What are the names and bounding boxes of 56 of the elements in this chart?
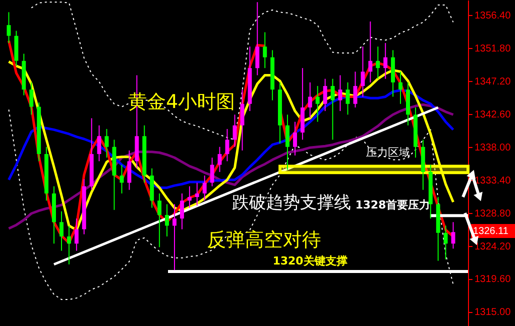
candlestick [180,192,184,230]
candlestick [330,78,335,140]
y-tick-label: 1324.20 [474,241,512,252]
candlestick [368,20,372,83]
ref-line-label: 1328首要压力 [355,198,430,212]
candlestick [6,12,11,44]
candlestick [451,222,456,250]
ref-line-label: 1320关键支撑 [272,254,348,268]
y-tick-label: 1356.40 [474,10,512,22]
candlestick [316,85,320,122]
y-tick-label: 1328.80 [474,208,512,220]
line-series [30,2,454,140]
candlestick [59,210,64,252]
candlestick [308,82,312,119]
candlestick [188,186,192,208]
y-tick-label: 1333.40 [474,175,512,186]
candlestick [376,46,380,80]
y-tick-label: 1347.20 [474,76,512,88]
candlestick [255,2,260,76]
candlestick [157,192,162,248]
y-tick-label: 1319.60 [474,274,512,286]
candlestick [323,78,328,112]
annotation: 跌破趋势支撑线 [232,193,351,213]
candlestick [195,182,200,206]
candlestick [383,42,388,80]
candlestick [240,89,244,151]
candlestick [225,128,230,162]
band-label: 压力区域 [366,146,410,160]
candlestick [444,225,448,260]
candlestick [74,218,79,252]
candlestick [232,114,237,148]
y-tick-label: 1342.60 [474,109,512,120]
candlestick [218,146,222,172]
candlestick [127,150,132,190]
candlestick [97,124,102,162]
candlestick [29,82,34,116]
candlestick [104,128,109,158]
candlestick [67,225,72,265]
candlestick [210,157,214,187]
candlestick [293,121,298,156]
candlestick [398,71,402,104]
candlestick [202,175,207,202]
y-tick-label: 1351.80 [474,44,512,55]
candlestick [262,32,267,69]
candlestick [285,114,290,170]
candlestick [120,164,124,194]
candlestick [346,82,350,116]
candlestick [360,46,365,98]
candlestick [164,204,169,237]
y-tick-label: 1315.00 [474,307,512,318]
candlestick [338,74,342,112]
annotation: 反弹高空对待 [207,229,321,251]
candlestick [172,204,176,271]
text: 1326.11 [473,226,509,237]
candlestick [353,71,358,108]
y-tick-label: 1338.00 [474,142,512,154]
